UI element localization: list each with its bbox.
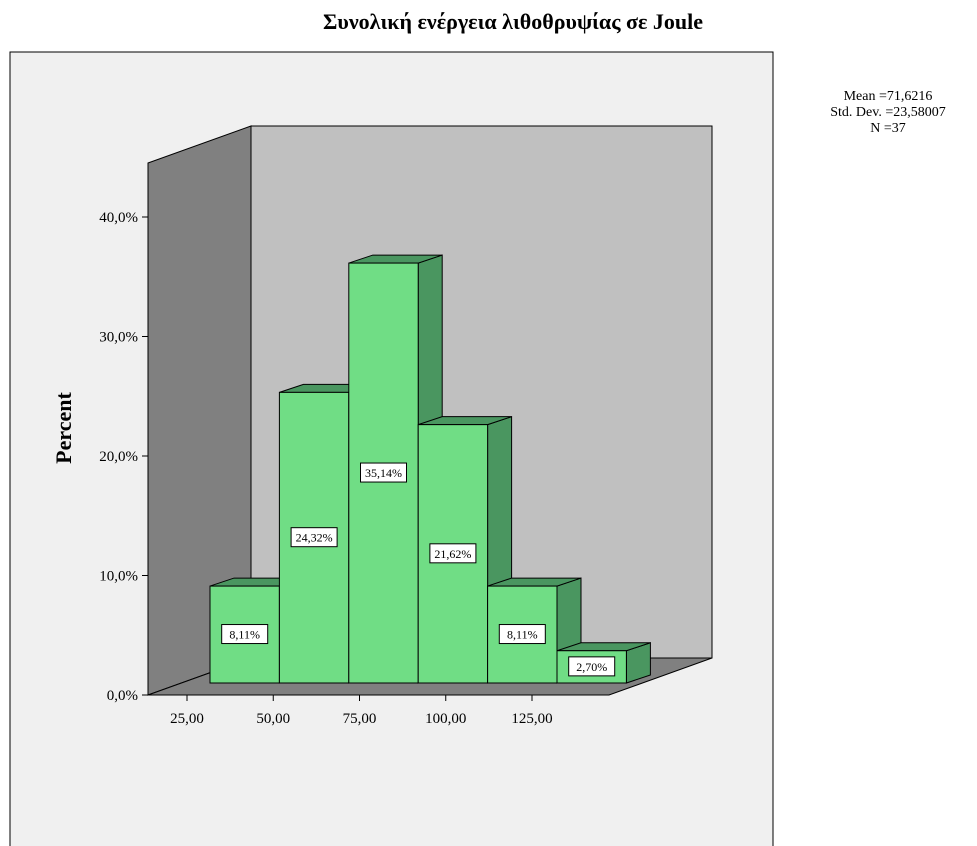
bar-value-label: 21,62%	[434, 547, 471, 561]
y-tick-label: 40,0%	[99, 210, 138, 226]
chart-bars: 8,11% 24,32% 35,14% 21,62% 8,11% 2,70%	[209, 254, 651, 684]
histogram-bar: 21,62%	[417, 415, 513, 684]
x-tick-label: 25,00	[170, 711, 204, 727]
chart-title: Συνολική ενέργεια λιθοθρυψίας σε Joule	[323, 9, 703, 34]
bar-value-label-box	[568, 656, 616, 677]
y-axis-label: Percent	[51, 392, 76, 464]
bar-value-label-box	[429, 543, 477, 564]
stats-mean: Mean =71,6216	[844, 89, 933, 104]
bar-value-label: 8,11%	[507, 628, 538, 642]
stats-legend: Mean =71,6216 Std. Dev. =23,58007 N =37	[830, 89, 946, 136]
stats-std-dev: Std. Dev. =23,58007	[830, 105, 946, 120]
stats-n: N =37	[870, 121, 906, 136]
bar-value-label: 35,14%	[365, 466, 402, 480]
chart-axes: 0,0% 10,0% 20,0% 30,0% 40,0% 25,00 50,00 75,00 1…	[99, 163, 609, 727]
bar-value-label: 24,32%	[296, 531, 333, 545]
bar-value-label-box	[290, 527, 338, 548]
y-tick-label: 30,0%	[99, 330, 138, 346]
y-tick-label: 0,0%	[107, 688, 138, 704]
histogram-bar: 2,70%	[556, 642, 651, 684]
y-tick-label: 10,0%	[99, 569, 138, 585]
y-tick-label: 20,0%	[99, 449, 138, 465]
bar-value-label-box	[498, 624, 546, 645]
x-tick-label: 125,00	[511, 711, 552, 727]
bar-value-label-box	[221, 624, 269, 645]
bar-value-label: 8,11%	[229, 628, 260, 642]
bar-value-label: 2,70%	[576, 660, 607, 674]
x-tick-label: 75,00	[343, 711, 377, 727]
x-tick-label: 50,00	[256, 711, 290, 727]
histogram-bar: 35,14%	[348, 254, 443, 684]
x-tick-label: 100,00	[425, 711, 466, 727]
bar-value-label-box	[360, 462, 407, 483]
